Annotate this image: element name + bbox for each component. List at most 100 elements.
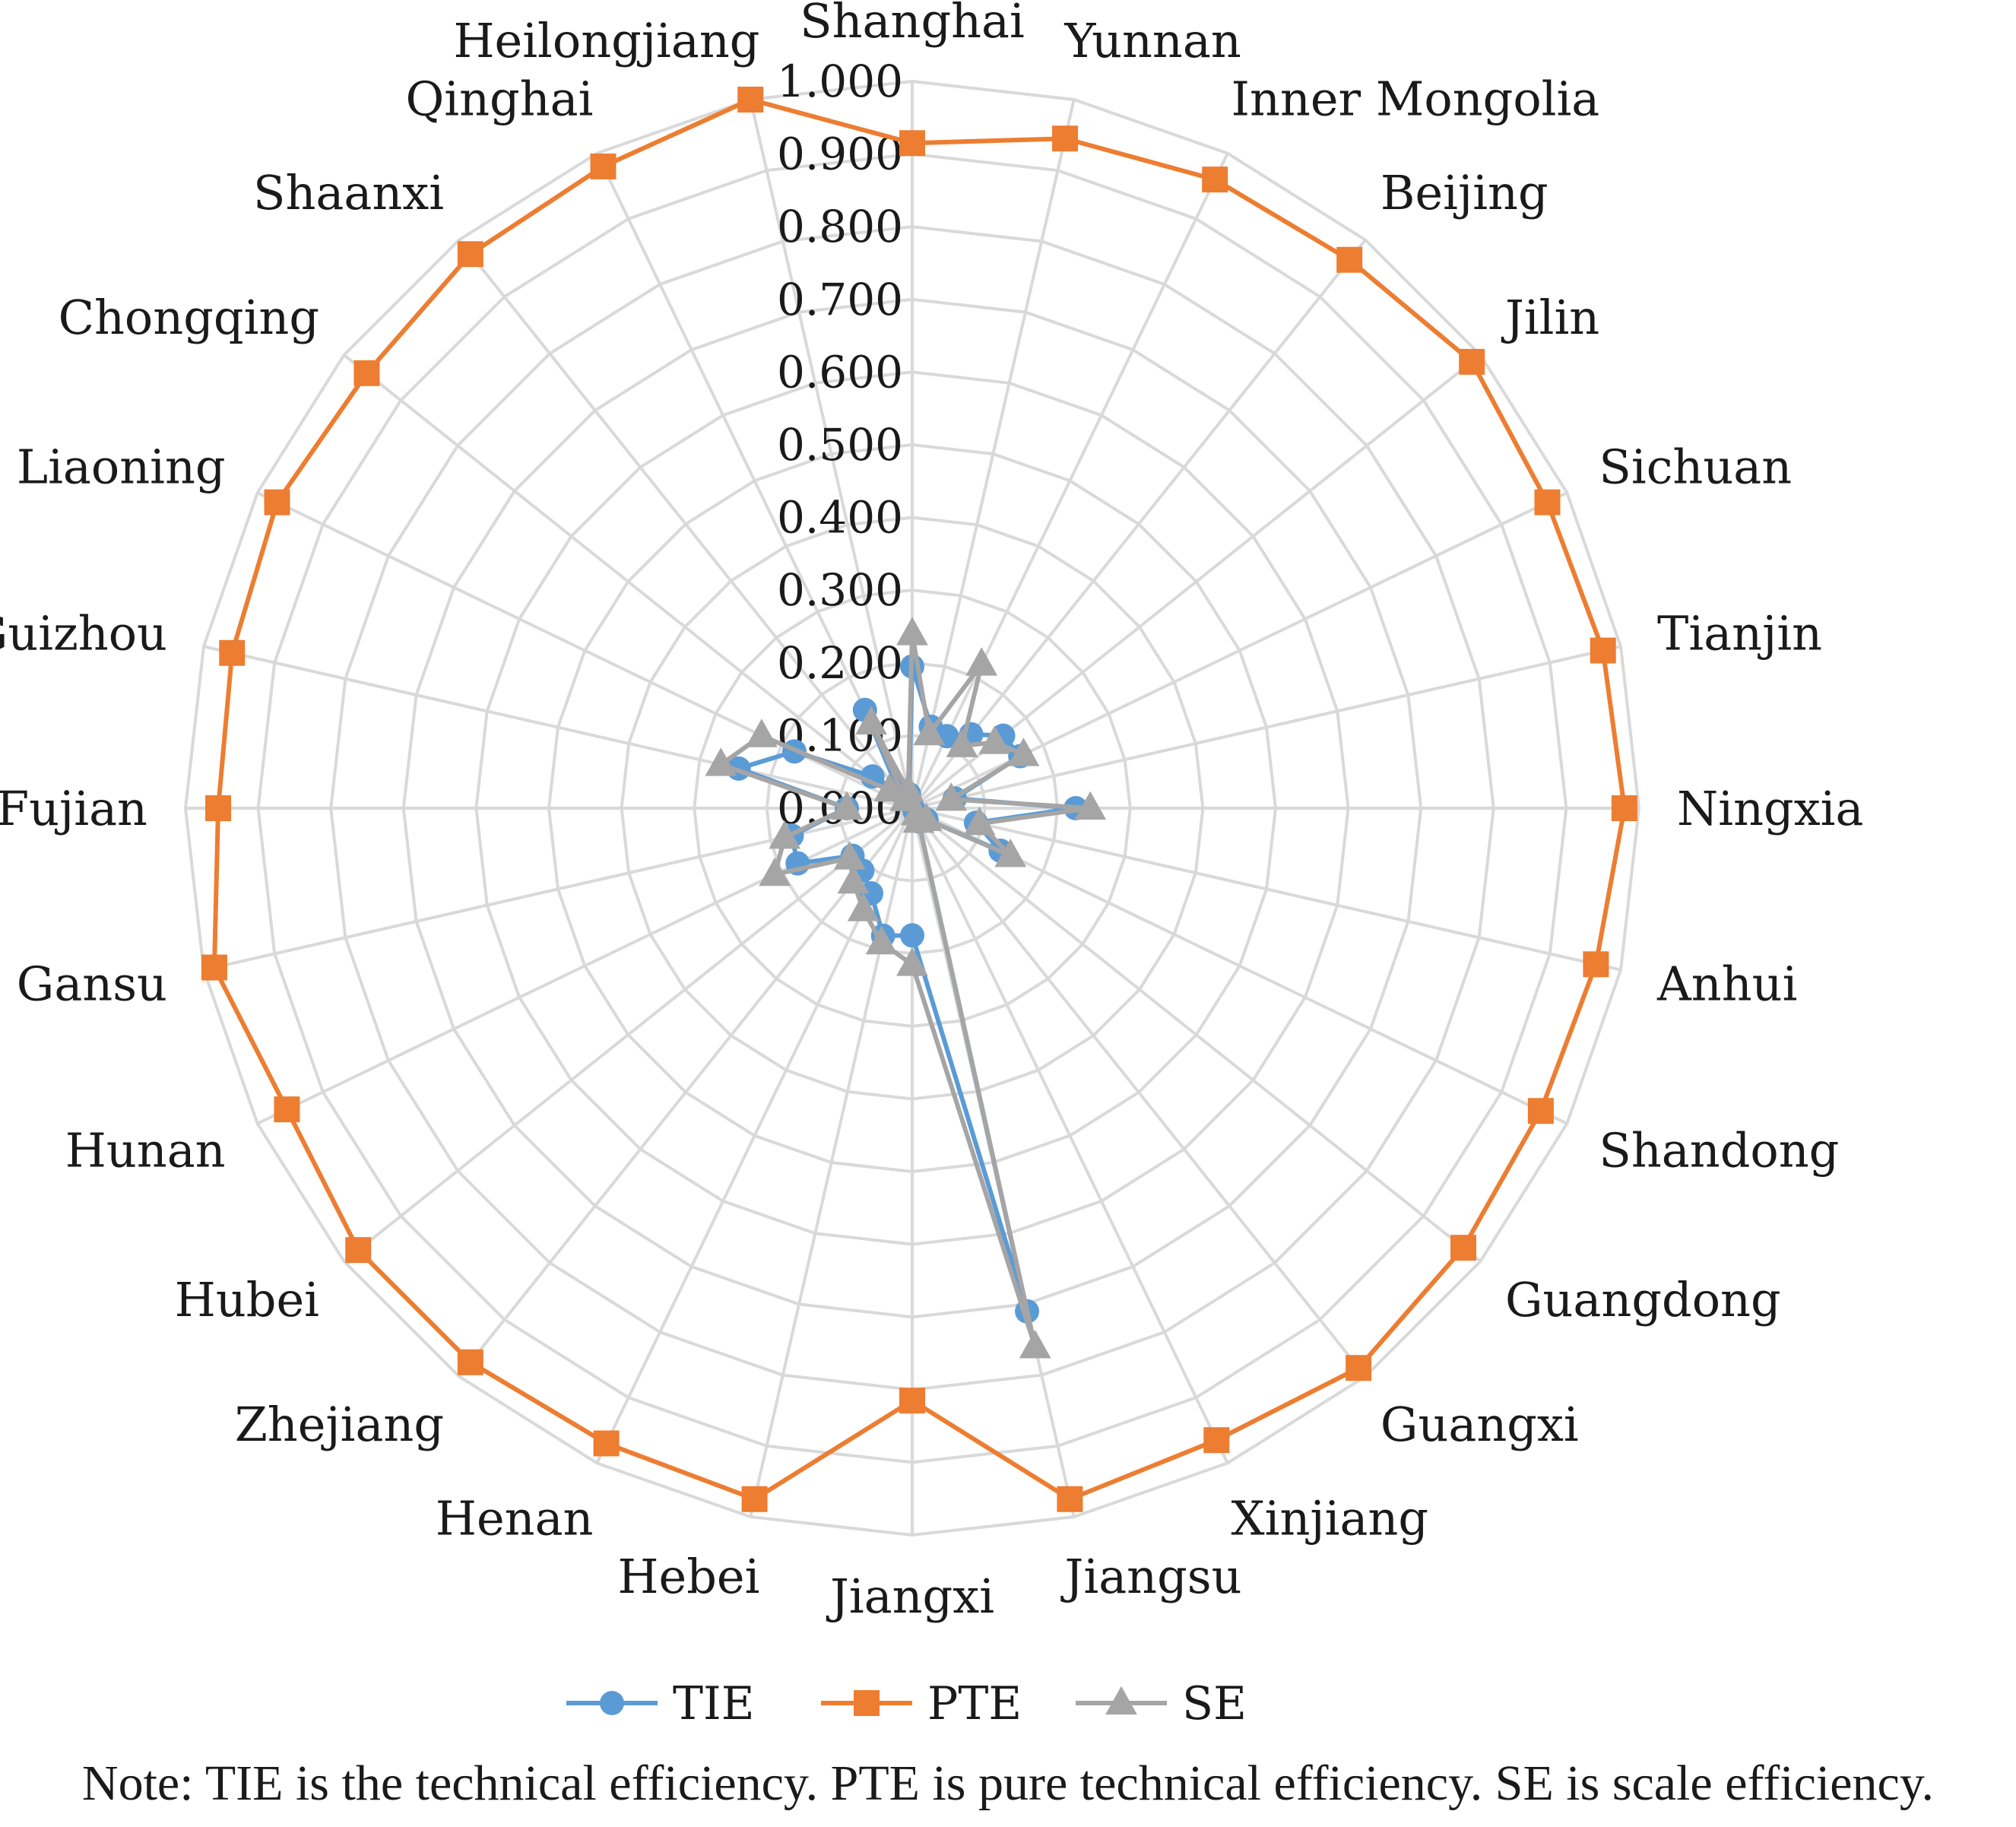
- pte-point: [274, 1096, 300, 1123]
- tick-label: 0.800: [777, 201, 903, 252]
- pte-point: [593, 1430, 620, 1457]
- category-label: Hubei: [175, 1272, 319, 1327]
- se-point: [994, 838, 1027, 868]
- se-point: [847, 893, 880, 921]
- se-point: [965, 647, 998, 676]
- legend-marker: [600, 1691, 624, 1715]
- se-point: [833, 841, 866, 870]
- category-label: Jiangxi: [826, 1568, 994, 1624]
- category-label: Xinjiang: [1231, 1490, 1429, 1546]
- grid-spoke: [911, 807, 1621, 972]
- category-label: Shaanxi: [253, 165, 444, 220]
- grid-spoke: [911, 807, 1482, 1263]
- pte-point: [899, 1388, 925, 1414]
- tick-label: 0.700: [777, 274, 903, 325]
- pte-point: [1527, 1098, 1554, 1124]
- legend-label: SE: [1182, 1677, 1247, 1730]
- category-label: Tianjin: [1657, 605, 1822, 661]
- se-point: [759, 857, 791, 887]
- tick-label: 0.300: [777, 564, 903, 616]
- legend-item-tie: TIE: [566, 1677, 755, 1730]
- category-label: Fujian: [0, 781, 147, 836]
- legend: TIE PTE SE: [566, 1677, 1247, 1730]
- category-label: Yunnan: [1064, 13, 1241, 68]
- category-label: Heilongjiang: [453, 13, 759, 68]
- pte-point: [353, 360, 380, 386]
- category-label: Gansu: [17, 956, 167, 1012]
- pte-point: [1459, 348, 1485, 375]
- se-point: [705, 747, 737, 776]
- series-pte: [201, 86, 1637, 1512]
- legend-label: PTE: [927, 1677, 1022, 1730]
- grid-spoke: [911, 239, 1367, 810]
- se-point: [1007, 737, 1040, 766]
- se-point: [831, 791, 863, 820]
- pte-point: [1202, 167, 1228, 193]
- grid-spoke: [911, 99, 1076, 809]
- grid-spoke: [911, 807, 1367, 1378]
- category-label: Hunan: [65, 1123, 226, 1178]
- se-point: [896, 617, 928, 645]
- category-label: Shandong: [1599, 1123, 1839, 1178]
- series-se: [705, 617, 1107, 1359]
- category-label: Chongqing: [59, 290, 319, 345]
- pte-point: [1057, 1486, 1083, 1512]
- grid-spoke: [749, 807, 914, 1518]
- tick-label: 0.500: [777, 419, 903, 471]
- se-point: [963, 806, 996, 836]
- grid-spoke: [343, 807, 914, 1263]
- category-label: Henan: [436, 1490, 594, 1546]
- category-label: Hebei: [617, 1549, 759, 1604]
- se-point: [896, 947, 928, 976]
- pte-point: [264, 489, 290, 515]
- se-point: [913, 716, 946, 746]
- pte-point: [1534, 489, 1561, 515]
- se-line: [718, 631, 1093, 1350]
- se-point: [1019, 1330, 1051, 1359]
- category-label: Jilin: [1501, 290, 1599, 345]
- se-point: [865, 925, 898, 955]
- pte-point: [457, 241, 483, 268]
- chart-note: Note: TIE is the technical efficiency. P…: [81, 1756, 1935, 1811]
- legend-marker: [854, 1690, 880, 1716]
- legend-item-pte: PTE: [821, 1677, 1022, 1730]
- category-label: Guizhou: [0, 605, 167, 661]
- se-point: [902, 804, 935, 833]
- tick-label: 0.200: [777, 637, 903, 689]
- pte-point: [345, 1237, 372, 1264]
- pte-point: [899, 130, 925, 157]
- category-label: Inner Mongolia: [1231, 71, 1600, 127]
- se-point: [837, 864, 870, 894]
- grid-spoke: [343, 354, 914, 810]
- category-label: Anhui: [1656, 956, 1797, 1012]
- se-point: [769, 820, 801, 849]
- tick-label: 0.400: [777, 492, 903, 544]
- grid-spoke: [458, 239, 914, 810]
- category-label: Guangxi: [1380, 1397, 1579, 1452]
- se-point: [855, 706, 887, 735]
- category-label: Jiangsu: [1060, 1549, 1242, 1604]
- pte-point: [737, 86, 764, 113]
- legend-label: TIE: [673, 1677, 755, 1730]
- se-point: [935, 782, 968, 811]
- category-label: Liaoning: [17, 439, 226, 494]
- category-label: Zhejiang: [235, 1397, 444, 1452]
- category-label: Ningxia: [1677, 781, 1863, 836]
- grid-spoke: [911, 645, 1621, 810]
- tie-point: [900, 923, 924, 948]
- se-point: [978, 725, 1011, 754]
- radar-grid: [183, 79, 1641, 1537]
- pte-point: [1450, 1235, 1477, 1261]
- legend-marker: [1105, 1686, 1137, 1715]
- pte-point: [1346, 1355, 1372, 1381]
- pte-point: [590, 153, 617, 179]
- pte-point: [1203, 1427, 1230, 1454]
- pte-point: [1052, 125, 1079, 152]
- pte-point: [741, 1486, 768, 1512]
- pte-point: [1583, 951, 1609, 978]
- grid-spoke: [749, 99, 914, 809]
- grid-spoke: [911, 152, 1229, 809]
- pte-point: [1336, 246, 1363, 273]
